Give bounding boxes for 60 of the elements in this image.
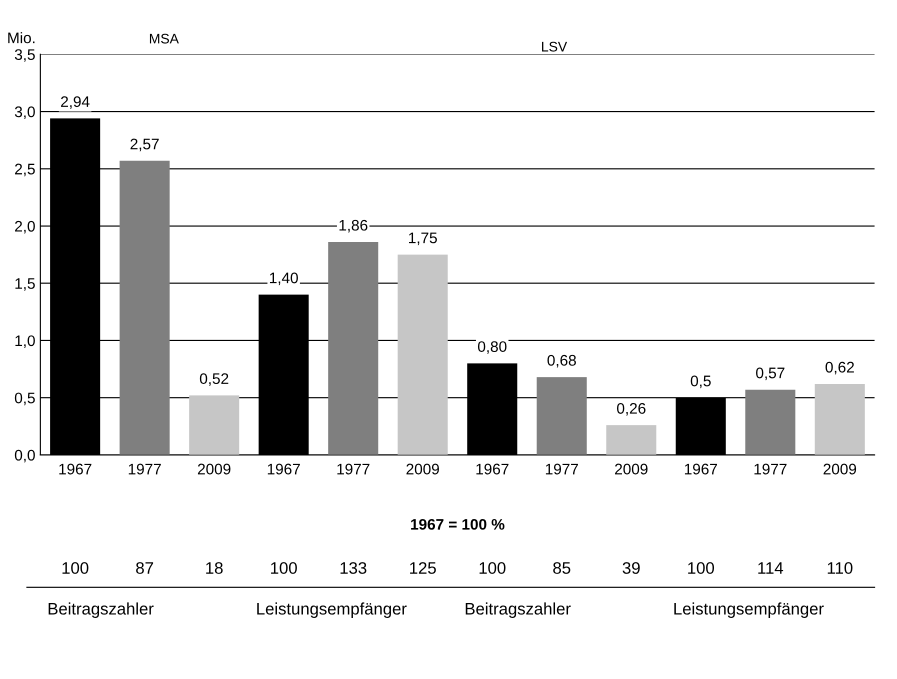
- text: 100: [62, 562, 88, 574]
- y-tick-label: 1,0: [15, 335, 35, 348]
- text: 100: [271, 562, 297, 574]
- text: 39: [622, 562, 640, 574]
- text: 133: [340, 562, 366, 574]
- text: Beitragszahler: [466, 602, 571, 618]
- text: 110: [828, 562, 852, 574]
- x-tick-label: 1977: [754, 464, 787, 474]
- x-tick-label: 1977: [546, 464, 578, 474]
- data-label: 0,80: [478, 341, 506, 354]
- data-label: 2,57: [130, 138, 159, 152]
- bar: [120, 160, 170, 455]
- text: MSA: [150, 34, 179, 44]
- bar: [398, 254, 448, 455]
- bar: [814, 384, 865, 455]
- data-label: 0,68: [547, 354, 576, 368]
- text: 125: [410, 562, 436, 574]
- y-axis-title: Mio.: [8, 32, 34, 44]
- bar: [328, 242, 378, 455]
- x-tick-label: 2009: [406, 464, 439, 474]
- bar: [606, 425, 656, 455]
- text: 114: [758, 562, 784, 574]
- y-tick-label: 2,5: [15, 164, 35, 176]
- data-label: 0,57: [756, 368, 784, 380]
- text: 87: [136, 562, 154, 574]
- y-tick-label: 1,5: [15, 278, 35, 291]
- x-tick-label: 1977: [337, 464, 370, 474]
- y-tick-label: 3,5: [14, 49, 35, 62]
- text: Beitragszahler: [48, 602, 154, 618]
- data-label: 1,75: [409, 232, 437, 246]
- y-tick-label: 2,0: [15, 220, 35, 234]
- bar: [536, 377, 587, 455]
- y-tick-label: 0,0: [14, 450, 35, 462]
- x-tick-label: 2009: [198, 464, 230, 474]
- x-tick-label: 1967: [476, 464, 508, 474]
- text: 18: [206, 562, 223, 574]
- text: 100: [688, 562, 714, 574]
- data-label: 1,86: [339, 220, 368, 232]
- x-tick-label: 2009: [824, 464, 856, 474]
- x-tick-label: 1967: [268, 464, 300, 474]
- text: 1967 = 100 %: [411, 518, 504, 530]
- bar: [189, 395, 240, 455]
- x-tick-label: 1967: [684, 464, 718, 474]
- data-label: 1,40: [270, 272, 298, 286]
- x-tick-label: 1967: [59, 464, 92, 474]
- data-label: 0,52: [200, 373, 228, 386]
- y-tick-label: 0,5: [14, 392, 35, 406]
- x-tick-label: 1977: [128, 464, 161, 474]
- x-tick-label: 2009: [615, 464, 648, 474]
- data-label: 0,62: [826, 362, 854, 374]
- text: Leistungsempfänger: [674, 602, 824, 618]
- data-label: 2,94: [61, 96, 90, 109]
- y-tick-label: 3,0: [14, 106, 35, 120]
- text: 85: [553, 562, 570, 574]
- text: 100: [480, 562, 506, 574]
- text: Leistungsempfänger: [257, 602, 407, 618]
- data-label: 0,5: [690, 376, 711, 388]
- bar: [745, 390, 796, 455]
- data-label: 0,26: [616, 403, 646, 416]
- text: LSV: [542, 42, 568, 52]
